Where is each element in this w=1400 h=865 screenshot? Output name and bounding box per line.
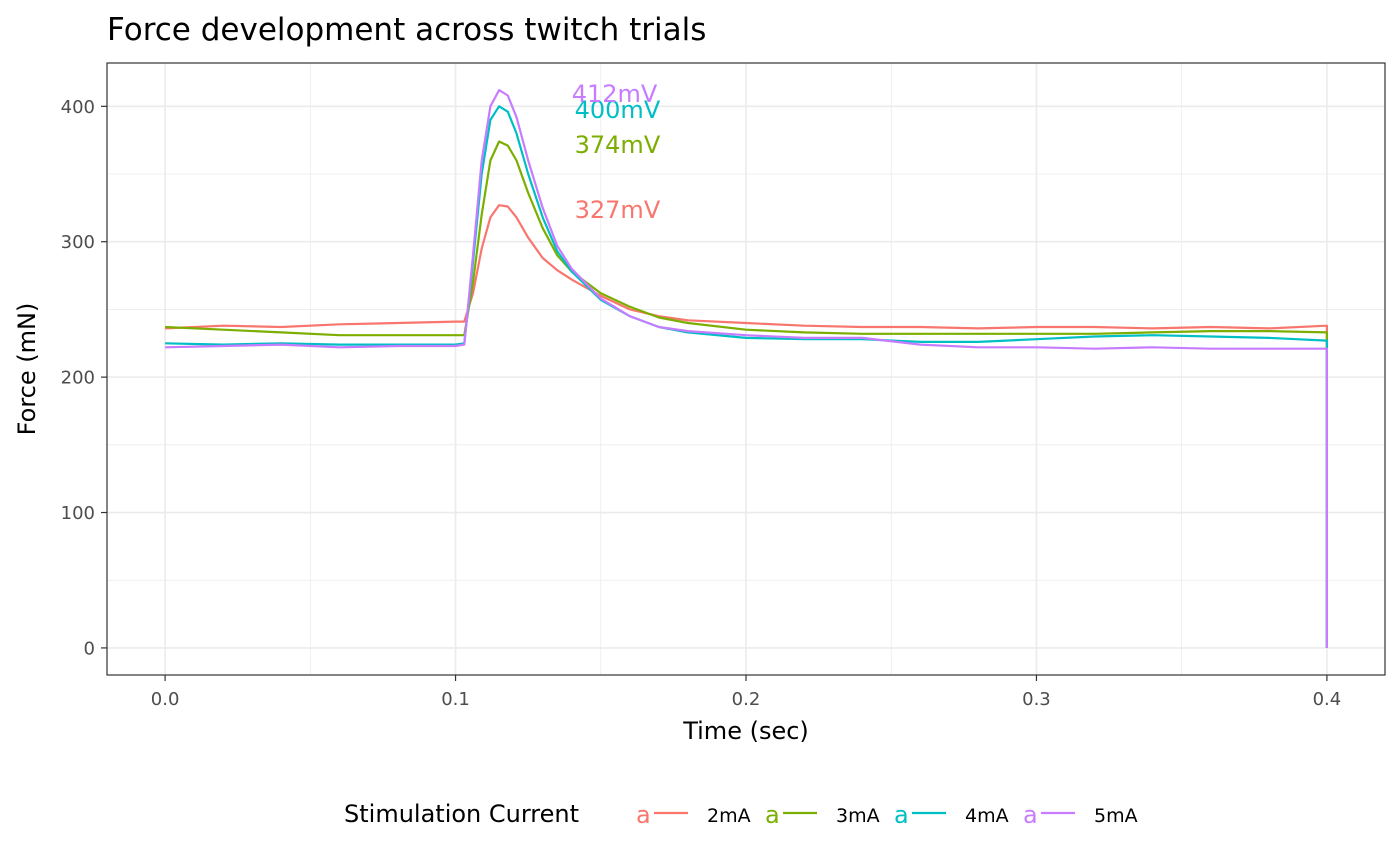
legend-label-2mA: 2mA bbox=[707, 805, 751, 827]
y-tick-label: 0 bbox=[84, 638, 95, 659]
peak-label-3mA: 374mV bbox=[575, 131, 661, 159]
y-axis-title: Force (mN) bbox=[13, 303, 41, 436]
legend-label-5mA: 5mA bbox=[1094, 805, 1138, 827]
x-tick-label: 0.4 bbox=[1313, 689, 1342, 710]
legend: Stimulation Current a 2mA a 3mA a 4mA a 5mA bbox=[344, 800, 1138, 829]
legend-key-glyph: a bbox=[894, 801, 909, 829]
legend-title: Stimulation Current bbox=[344, 800, 579, 828]
major-gridlines bbox=[107, 63, 1385, 675]
peak-label-2mA: 327mV bbox=[575, 196, 661, 224]
x-tick-label: 0.0 bbox=[151, 689, 180, 710]
series-line-5mA bbox=[165, 89, 1328, 648]
legend-key-glyph: a bbox=[636, 801, 651, 829]
series-lines bbox=[165, 89, 1328, 648]
y-axis: 0 100 200 300 400 bbox=[61, 97, 107, 659]
peak-label-4mA: 400mV bbox=[575, 96, 661, 124]
y-tick-label: 300 bbox=[61, 232, 95, 253]
series-line-4mA bbox=[165, 105, 1328, 648]
peak-label-5mA: 412mV bbox=[572, 80, 658, 108]
x-tick-label: 0.2 bbox=[732, 689, 761, 710]
legend-label-3mA: 3mA bbox=[836, 805, 880, 827]
legend-key-glyph: a bbox=[765, 801, 780, 829]
legend-key-glyph: a bbox=[1023, 801, 1038, 829]
x-tick-label: 0.3 bbox=[1022, 689, 1051, 710]
y-tick-label: 100 bbox=[61, 503, 95, 524]
x-axis-title: Time (sec) bbox=[682, 717, 809, 745]
y-tick-label: 200 bbox=[61, 368, 95, 389]
y-tick-label: 400 bbox=[61, 97, 95, 118]
series-line-2mA bbox=[165, 204, 1328, 648]
x-tick-label: 0.1 bbox=[441, 689, 470, 710]
chart-title: Force development across twitch trials bbox=[107, 12, 706, 48]
x-axis: 0.0 0.1 0.2 0.3 0.4 bbox=[151, 675, 1341, 710]
legend-label-4mA: 4mA bbox=[965, 805, 1009, 827]
